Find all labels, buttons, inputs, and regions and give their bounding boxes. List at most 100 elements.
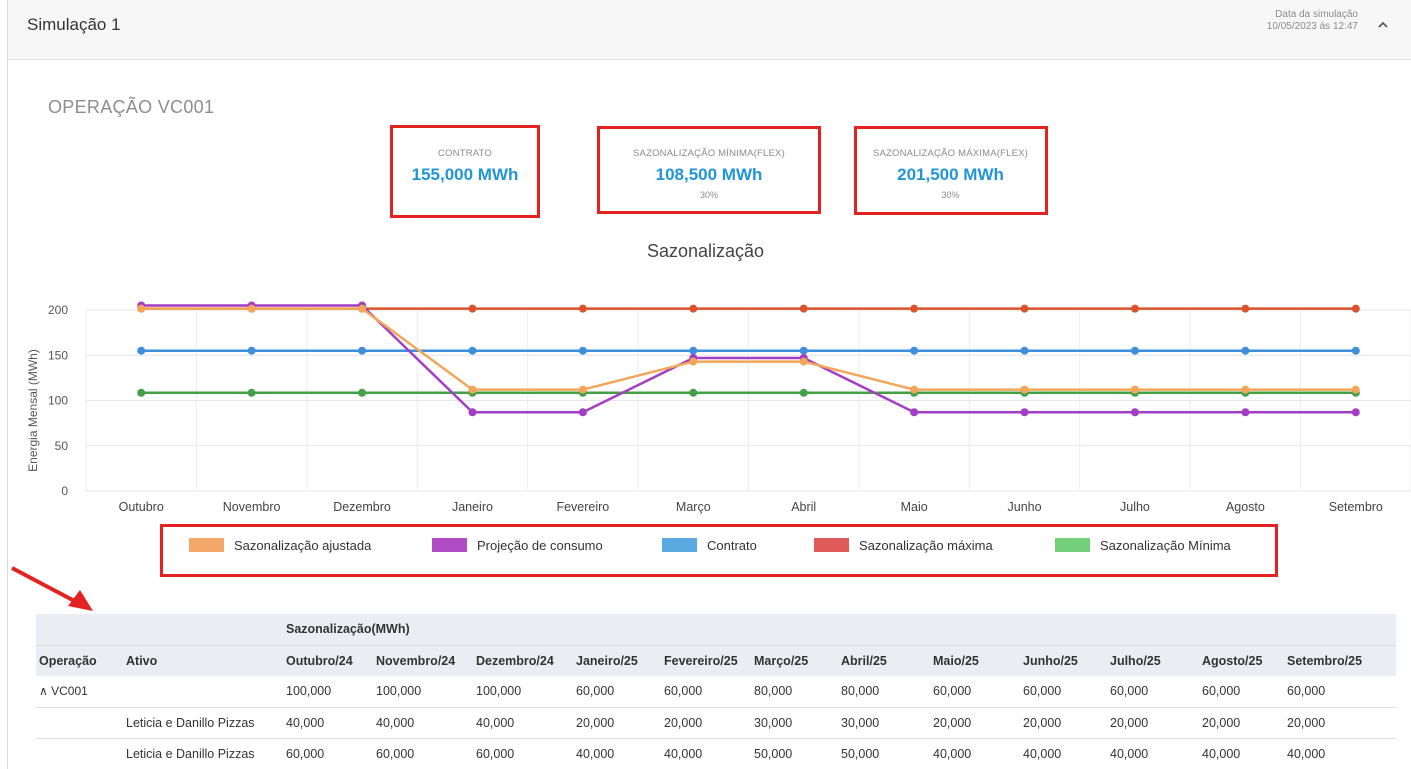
column-header[interactable]: Setembro/25 <box>1284 644 1396 676</box>
annotation-box-legend <box>160 524 1278 577</box>
legend-item-maxima[interactable]: Sazonalização máxima <box>814 537 993 553</box>
x-tick-label: Setembro <box>1329 500 1383 514</box>
simulation-date-label: Data da simulação <box>1275 9 1358 20</box>
column-header[interactable]: Maio/25 <box>930 644 1020 676</box>
series-point-3 <box>1020 408 1029 417</box>
annotation-box-saz-maxima <box>854 126 1048 215</box>
y-tick-label: 100 <box>48 394 68 408</box>
series-point-2 <box>799 304 808 313</box>
series-point-0 <box>137 388 146 397</box>
panel-left-border <box>7 0 8 769</box>
table-group-header: Sazonalização(MWh) <box>36 614 1396 645</box>
column-header[interactable]: Abril/25 <box>838 644 930 676</box>
series-point-3 <box>910 408 919 417</box>
column-header[interactable]: Dezembro/24 <box>473 644 573 676</box>
series-point-4 <box>247 304 256 313</box>
table-header-row: Operação Ativo Outubro/24 Novembro/24 Dezemb… <box>36 644 1396 676</box>
series-point-3 <box>578 408 587 417</box>
column-header[interactable]: Fevereiro/25 <box>661 644 751 676</box>
column-header[interactable]: Operação <box>36 644 123 676</box>
column-header[interactable]: Agosto/25 <box>1199 644 1284 676</box>
table-cell: Leticia e Danillo Pizzas <box>123 707 283 739</box>
table-cell: 100,000 <box>473 676 573 708</box>
series-point-2 <box>689 304 698 313</box>
table-cell: 40,000 <box>661 738 751 769</box>
series-point-4 <box>1241 385 1250 394</box>
table-cell: 100,000 <box>373 676 473 708</box>
series-point-1 <box>578 346 587 355</box>
y-tick-label: 50 <box>55 439 69 453</box>
table-cell: 60,000 <box>1199 676 1284 708</box>
series-point-1 <box>358 346 367 355</box>
series-line-4 <box>141 307 1356 391</box>
column-header[interactable]: Outubro/24 <box>283 644 373 676</box>
x-tick-label: Dezembro <box>333 500 391 514</box>
kpi-contrato: CONTRATO 155,000 MWh <box>393 148 537 185</box>
series-point-1 <box>689 346 698 355</box>
table-cell: 40,000 <box>373 707 473 739</box>
table-cell: 100,000 <box>283 676 373 708</box>
table-cell <box>123 676 283 708</box>
series-point-1 <box>137 346 146 355</box>
kpi-value: 201,500 MWh <box>897 165 1004 184</box>
table-cell: 60,000 <box>1020 676 1107 708</box>
legend-item-minima[interactable]: Sazonalização Mínima <box>1055 537 1231 553</box>
table-row-operation[interactable]: ∧ VC001 100,000 100,000 100,000 60,000 60,000… <box>36 676 1396 708</box>
column-header[interactable]: Julho/25 <box>1107 644 1199 676</box>
chevron-up-icon[interactable] <box>1373 15 1393 35</box>
column-header[interactable]: Junho/25 <box>1020 644 1107 676</box>
y-axis-label: Energia Mensal (MWh) <box>26 349 40 472</box>
legend-swatch <box>432 538 467 552</box>
legend-label: Projeção de consumo <box>477 537 603 553</box>
table-cell: ∧ VC001 <box>36 676 123 708</box>
series-point-4 <box>910 385 919 394</box>
legend-item-projecao[interactable]: Projeção de consumo <box>432 537 603 553</box>
column-header[interactable]: Março/25 <box>751 644 838 676</box>
table-group-spacer <box>36 614 283 645</box>
series-point-4 <box>468 385 477 394</box>
kpi-saz-minima: SAZONALIZAÇÃO MÍNIMA(FLEX) 108,500 MWh 3… <box>600 148 818 200</box>
simulation-date: Data da simulação 10/05/2023 às 12:47 <box>1267 9 1358 33</box>
table-cell: 20,000 <box>1199 707 1284 739</box>
legend-label: Sazonalização máxima <box>859 537 993 553</box>
table-cell: 60,000 <box>373 738 473 769</box>
kpi-percent: 30% <box>699 190 718 200</box>
table-cell: 50,000 <box>751 738 838 769</box>
series-point-2 <box>578 304 587 313</box>
series-point-1 <box>247 346 256 355</box>
chart-legend: Sazonalização ajustada Projeção de consu… <box>163 527 1275 574</box>
kpi-label: CONTRATO <box>437 148 493 159</box>
x-tick-label: Março <box>676 500 711 514</box>
kpi-percent: 30% <box>941 190 960 200</box>
table-cell: 40,000 <box>573 738 661 769</box>
table-cell: 30,000 <box>751 707 838 739</box>
column-header[interactable]: Ativo <box>123 644 283 676</box>
series-point-4 <box>799 357 808 366</box>
y-tick-label: 0 <box>61 484 68 498</box>
legend-label: Contrato <box>707 537 757 553</box>
series-point-1 <box>910 346 919 355</box>
legend-item-ajustada[interactable]: Sazonalização ajustada <box>189 537 371 553</box>
table-cell: 40,000 <box>930 738 1020 769</box>
legend-item-contrato[interactable]: Contrato <box>662 537 757 553</box>
series-point-0 <box>247 388 256 397</box>
table-cell <box>36 738 123 769</box>
column-header[interactable]: Novembro/24 <box>373 644 473 676</box>
sazonalizacao-table: Sazonalização(MWh) Operação Ativo Outubro/… <box>36 614 1396 769</box>
operation-title: OPERAÇÃO VC001 <box>48 97 215 117</box>
series-point-4 <box>1020 385 1029 394</box>
table-cell: 60,000 <box>930 676 1020 708</box>
table-cell: 20,000 <box>1020 707 1107 739</box>
annotation-box-saz-minima <box>597 126 821 214</box>
column-header[interactable]: Janeiro/25 <box>573 644 661 676</box>
series-point-1 <box>1241 346 1250 355</box>
table-cell: 20,000 <box>661 707 751 739</box>
table-cell: 60,000 <box>1284 676 1396 708</box>
legend-swatch <box>662 538 697 552</box>
series-point-0 <box>799 388 808 397</box>
simulation-header[interactable]: Simulação 1 Data da simulação 10/05/2023… <box>8 0 1411 60</box>
annotation-box-contrato <box>390 125 540 218</box>
series-point-2 <box>1241 304 1250 313</box>
chart-title: Sazonalização <box>646 241 765 261</box>
series-point-4 <box>1351 385 1360 394</box>
